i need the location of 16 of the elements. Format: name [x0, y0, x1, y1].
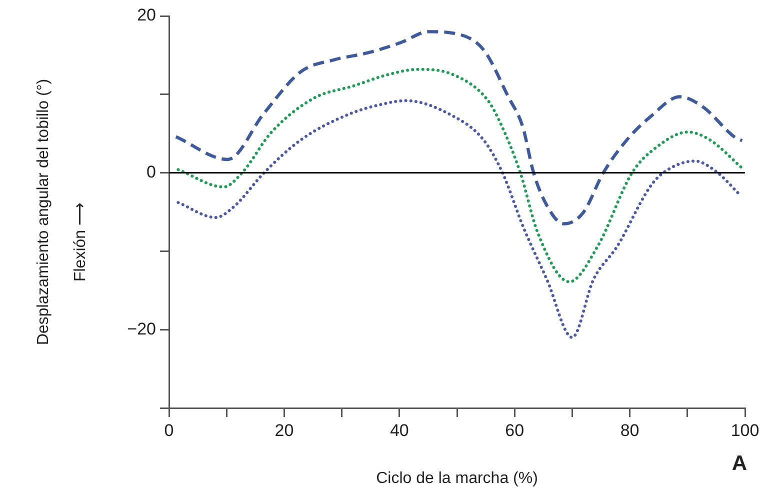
text: A [732, 452, 747, 476]
line-series [174, 30, 744, 226]
x-axis-title: Ciclo de la marcha (%) [376, 470, 538, 487]
y-tick-label: 0 [146, 162, 156, 182]
x-tick-label: 100 [730, 420, 760, 440]
line-series [176, 99, 742, 339]
text: Flexión ⟶ [71, 202, 90, 282]
y-tick-label: −20 [127, 319, 156, 338]
x-tick-label: 60 [505, 420, 524, 440]
x-tick-label: 80 [620, 420, 640, 440]
line-series [176, 68, 744, 284]
x-tick-label: 20 [274, 420, 294, 440]
y-axis-title: Desplazamiento angular del tobillo (°) [35, 78, 52, 346]
y-tick-label: 20 [137, 6, 156, 25]
x-tick-label: 0 [164, 420, 174, 440]
x-tick-label: 40 [390, 420, 409, 440]
